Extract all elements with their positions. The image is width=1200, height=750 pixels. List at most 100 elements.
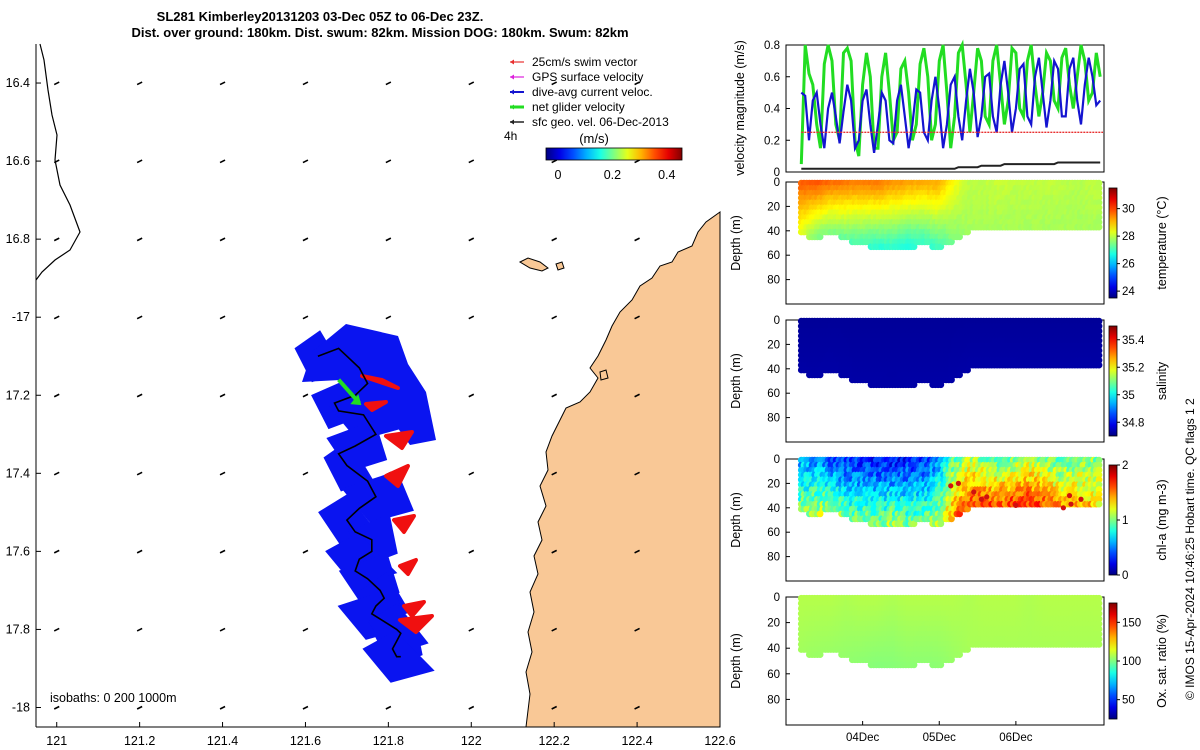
current-vector [634,81,640,86]
depth-y-tick-label: 0 [774,177,780,189]
temperature-colorbar [1108,187,1118,299]
map-x-tick-label: 122 [461,734,482,748]
depth-y-tick-label: 80 [767,275,780,287]
legend-arrowhead [510,119,514,125]
island-2 [555,261,565,271]
map-y-tick-label: 16.8 [6,232,30,246]
data-cell [1095,223,1103,231]
temperature-colorbar-label: temperature (°C) [1155,196,1169,289]
depth-y-tick-label: 20 [767,201,780,213]
map-y-tick-label: 16.4 [6,76,30,90]
depth-y-tick-label: 0 [774,454,780,466]
glider-red-patch [398,614,434,634]
velocity-series-line [799,39,1102,165]
legend-entry: dive-avg current veloc. [532,85,653,99]
current-vector [634,627,640,632]
depth-y-tick-label: 60 [767,388,780,400]
map-x-tick-label: 121.4 [207,734,238,748]
temperature-colorbar-tick-label: 26 [1122,259,1135,271]
track-duration-label: 4h [504,129,517,143]
map-x-tick-label: 121.2 [124,734,155,748]
current-vector-grid [53,81,640,710]
current-vector [219,549,226,554]
current-vector [136,471,143,476]
current-vector [302,237,309,242]
salinity-colorbar-tick-label: 35 [1122,390,1135,402]
isobath-contour [35,43,81,281]
current-vector [53,627,60,632]
salinity-colorbar-label: salinity [1155,361,1169,400]
current-vector [634,393,640,398]
map-y-tick-label: 17.2 [6,388,30,402]
chlorophyll-colorbar-tick-label: 0 [1122,570,1128,582]
current-vector [219,393,226,398]
velocity-series-line [800,56,1102,154]
current-vector [634,237,640,242]
data-cell [1095,500,1103,508]
chlorophyll-y-label: Depth (m) [729,492,743,548]
current-vector [551,81,558,86]
current-vector [385,705,392,710]
current-vector [468,315,475,320]
salinity-y-label: Depth (m) [729,353,743,409]
legend-arrowhead [510,104,514,110]
island-3 [599,369,609,381]
current-vector [53,81,60,86]
current-vector [551,393,558,398]
current-vector [634,705,640,710]
isobaths-label: isobaths: 0 200 1000m [50,691,177,705]
current-vector [634,159,640,164]
glider-red-patch [384,430,414,450]
chlorophyll-colorbar-tick-label: 2 [1122,460,1128,472]
current-vector [468,237,475,242]
temperature-colorbar-tick-label: 28 [1122,231,1135,243]
glider-red-patch [398,558,418,576]
legend-arrowhead [510,89,514,95]
data-cell [1095,214,1103,221]
current-vector [302,159,309,164]
current-vector [302,315,309,320]
current-vector [302,81,309,86]
current-vector [385,81,392,86]
glider-red-patch [360,374,400,390]
map-y-tick-label: 17.6 [6,544,30,558]
glider-red-patch [384,464,410,488]
glider-red-patch [392,514,416,534]
current-vector [53,549,60,554]
map-x-tick-label: 121.8 [373,734,404,748]
speed-colorbar-tick-label: 0.2 [604,168,621,182]
current-vector [551,471,558,476]
current-vector [551,627,558,632]
current-vector [634,549,640,554]
glider-red-patch [402,600,426,618]
legend-entry: net glider velocity [532,100,625,114]
salinity-colorbar [1108,325,1118,437]
chart-title-line1: SL281 Kimberley20131203 03-Dec 05Z to 06… [156,9,484,24]
data-cell [1095,218,1103,226]
island-1 [518,257,549,272]
current-vector [551,315,558,320]
velocity-y-tick-label: 0.6 [764,72,780,84]
current-vector [468,705,475,710]
data-cell [1095,361,1103,369]
data-cell [1095,189,1103,197]
legend-entry: 25cm/s swim vector [532,55,637,69]
map-y-tick-label: -17 [12,310,30,324]
current-vector [468,393,475,398]
map-x-tick-label: 122.4 [621,734,652,748]
current-vector [136,393,143,398]
current-vector [219,237,226,242]
data-cell [1095,184,1103,192]
speed-colorbar-tick-label: 0.4 [658,168,675,182]
current-vector [302,549,309,554]
depth-y-tick-label: 40 [767,503,780,515]
map-x-tick-label: 122.2 [539,734,570,748]
speed-colorbar-tick-label: 0 [555,168,562,182]
map-y-tick-label: -18 [12,700,30,714]
current-vector [53,315,60,320]
current-vector [136,81,143,86]
